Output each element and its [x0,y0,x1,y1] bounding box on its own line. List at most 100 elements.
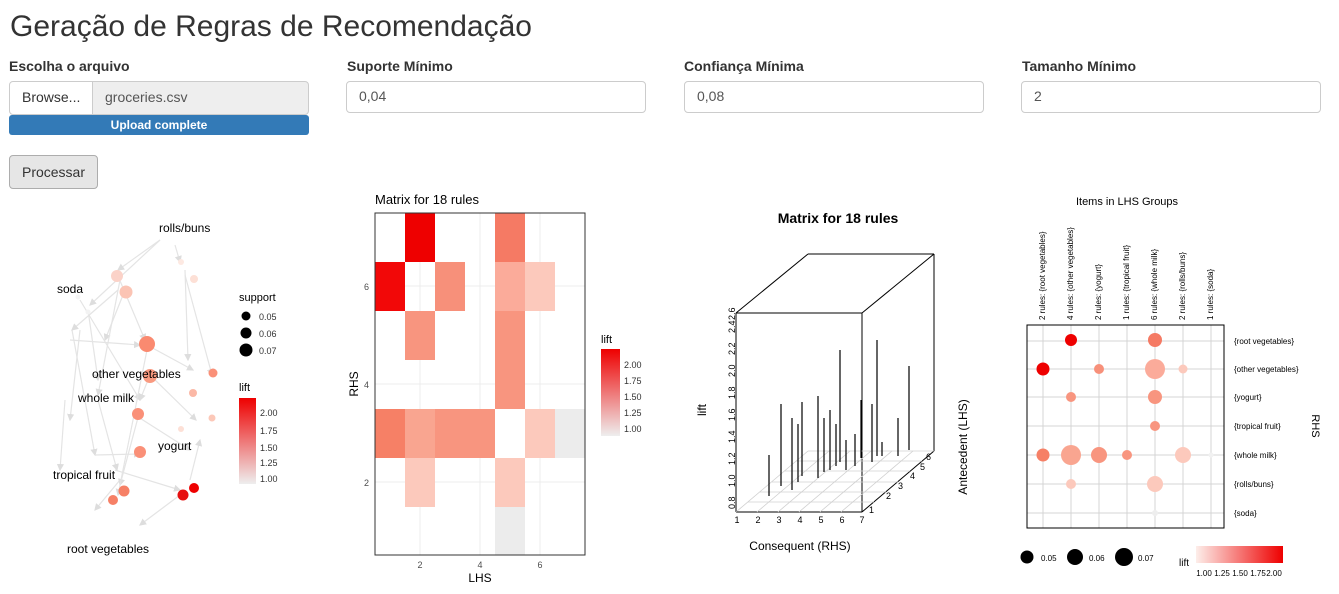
matrix3d-z-tick: 0.8 [727,496,737,509]
grouped-bubble [1091,447,1107,463]
grouped-lift-colorbar [1196,546,1283,563]
matrix3d-x-label: Consequent (RHS) [749,539,850,553]
matrix3d-z-tick: 1.8 [727,386,737,399]
process-button[interactable]: Processar [9,155,98,189]
graph-node-soda: soda [57,282,83,296]
support-input[interactable]: 0,04 [346,81,646,113]
grouped-bubble [1175,447,1191,463]
grouped-bubble [1066,392,1076,402]
matrix3d-x-tick: 5 [818,515,823,525]
matrix3d-y-tick: 6 [926,452,931,462]
graph-node [119,285,133,299]
graph-node [208,414,216,422]
graph-lift-legend-label: 1.00 [260,474,278,484]
graph-node [108,495,118,505]
matrix-y-label: RHS [347,371,361,396]
grouped-lift-legend-title: lift [1179,558,1189,569]
matrix-cell [495,458,525,507]
grouped-lift-legend-label: 2.00 [1266,569,1282,578]
support-label: Suporte Mínimo [347,58,453,74]
graph-node [189,389,197,397]
grouped-rule-bubbles [1036,333,1214,516]
grouped-col-label: 2 rules: {root vegetables} [1038,231,1047,320]
graph-node-tropical-fruit: tropical fruit [53,468,116,482]
matrix3d-x-tick: 3 [776,515,781,525]
matrix3d-y-tick: 3 [898,481,903,491]
grouped-bubble [1066,479,1076,489]
grouped-lift-legend-label: 1.25 [1214,569,1230,578]
matrix-legend-label: 2.00 [624,360,642,370]
graph-lift-legend-label: 1.25 [260,458,278,468]
graph-node [85,309,91,315]
grouped-matrix-plot: Items in LHS Groups 2 rules: {root veget… [1020,196,1321,578]
matrix-cell [495,507,525,555]
app-title: Geração de Regras de Recomendação [10,10,532,43]
grouped-lift-legend-label: 1.50 [1232,569,1248,578]
matrix-cell [435,262,465,311]
grouped-bubble [1065,334,1077,346]
graph-node [208,368,218,378]
matrix3d-z-tick: 1.4 [727,430,737,443]
matrix-legend-label: 1.25 [624,408,642,418]
confidence-label: Confiança Mínima [684,58,804,74]
matrix3d-z-tick: 1.0 [727,474,737,487]
graph-support-legend-label: 0.05 [259,312,277,322]
matrix3d-x-tick: 1 [734,515,739,525]
matrix3d-z-tick: 1.2 [727,452,737,465]
upload-progress-bar: Upload complete [9,115,309,135]
matrix-cell [495,213,525,262]
matrix-cell [435,409,495,458]
graph-node-root-vegetables: root vegetables [67,542,149,556]
graph-node [178,259,184,265]
matrix-legend-label: 1.00 [624,424,642,434]
matrix3d-title: Matrix for 18 rules [778,210,899,226]
matrix-cells [375,213,585,555]
grouped-col-label: 1 rules: {tropical fruit} [1122,245,1131,320]
matrix3d-y-tick: 5 [920,462,925,472]
graph-node-other-vegetables: other vegetables [92,367,181,381]
matrix-cell [405,409,435,458]
matrix-cell [375,409,405,458]
grouped-col-label: 1 rules: {soda} [1206,269,1215,320]
graph-node-rolls-buns: rolls/buns [159,221,210,235]
grouped-col-label: 2 rules: {yogurt} [1094,264,1103,320]
matrix3d-y-label: Antecedent (LHS) [956,399,970,494]
grouped-support-legend-label: 0.06 [1089,554,1105,563]
grouped-bubble [1152,510,1158,516]
matrix3d-y-tick: 1 [869,505,874,515]
grouped-y-label: RHS [1309,414,1321,437]
matrix3d-x-tick: 4 [797,515,802,525]
grouped-row-label: {root vegetables} [1234,337,1294,346]
browse-button[interactable]: Browse... [9,81,93,115]
grouped-support-legend-dot [1067,549,1083,565]
graph-node [75,294,81,300]
graph-rule-nodes [75,259,218,505]
matrix3d-z-tick: 2.6 [727,307,737,320]
matrix-x-tick: 4 [477,560,482,570]
graph-node [111,270,123,282]
matrix3d-z-tick: 2.2 [727,342,737,355]
matrix-cell [405,311,435,360]
matrix-y-tick: 2 [364,478,369,488]
grouped-bubble [1148,333,1162,347]
grouped-bubble [1036,448,1050,462]
matrix3d-z-tick: 2.0 [727,364,737,377]
grouped-row-label: {rolls/buns} [1234,480,1274,489]
matrix3d-lift-bars [768,340,910,496]
graph-lift-legend-title: lift [239,382,250,394]
matrix-y-tick: 6 [364,282,369,292]
confidence-input[interactable]: 0,08 [684,81,984,113]
matrix3d-z-tick: 1.6 [727,408,737,421]
grouped-support-legend-label: 0.05 [1041,554,1057,563]
grouped-bubble [1061,445,1081,465]
grouped-bubble [1150,421,1160,431]
graph-support-legend-dot [239,343,253,357]
matrix3d-x-tick: 2 [755,515,760,525]
grouped-bubble [1036,362,1050,376]
grouped-row-label: {other vegetables} [1234,365,1299,374]
matrix-x-tick: 2 [417,560,422,570]
size-input[interactable]: 2 [1021,81,1321,113]
graph-lift-legend-label: 2.00 [260,408,278,418]
matrix3d-z-label: lift [695,403,709,416]
matrix-cell [555,409,585,458]
